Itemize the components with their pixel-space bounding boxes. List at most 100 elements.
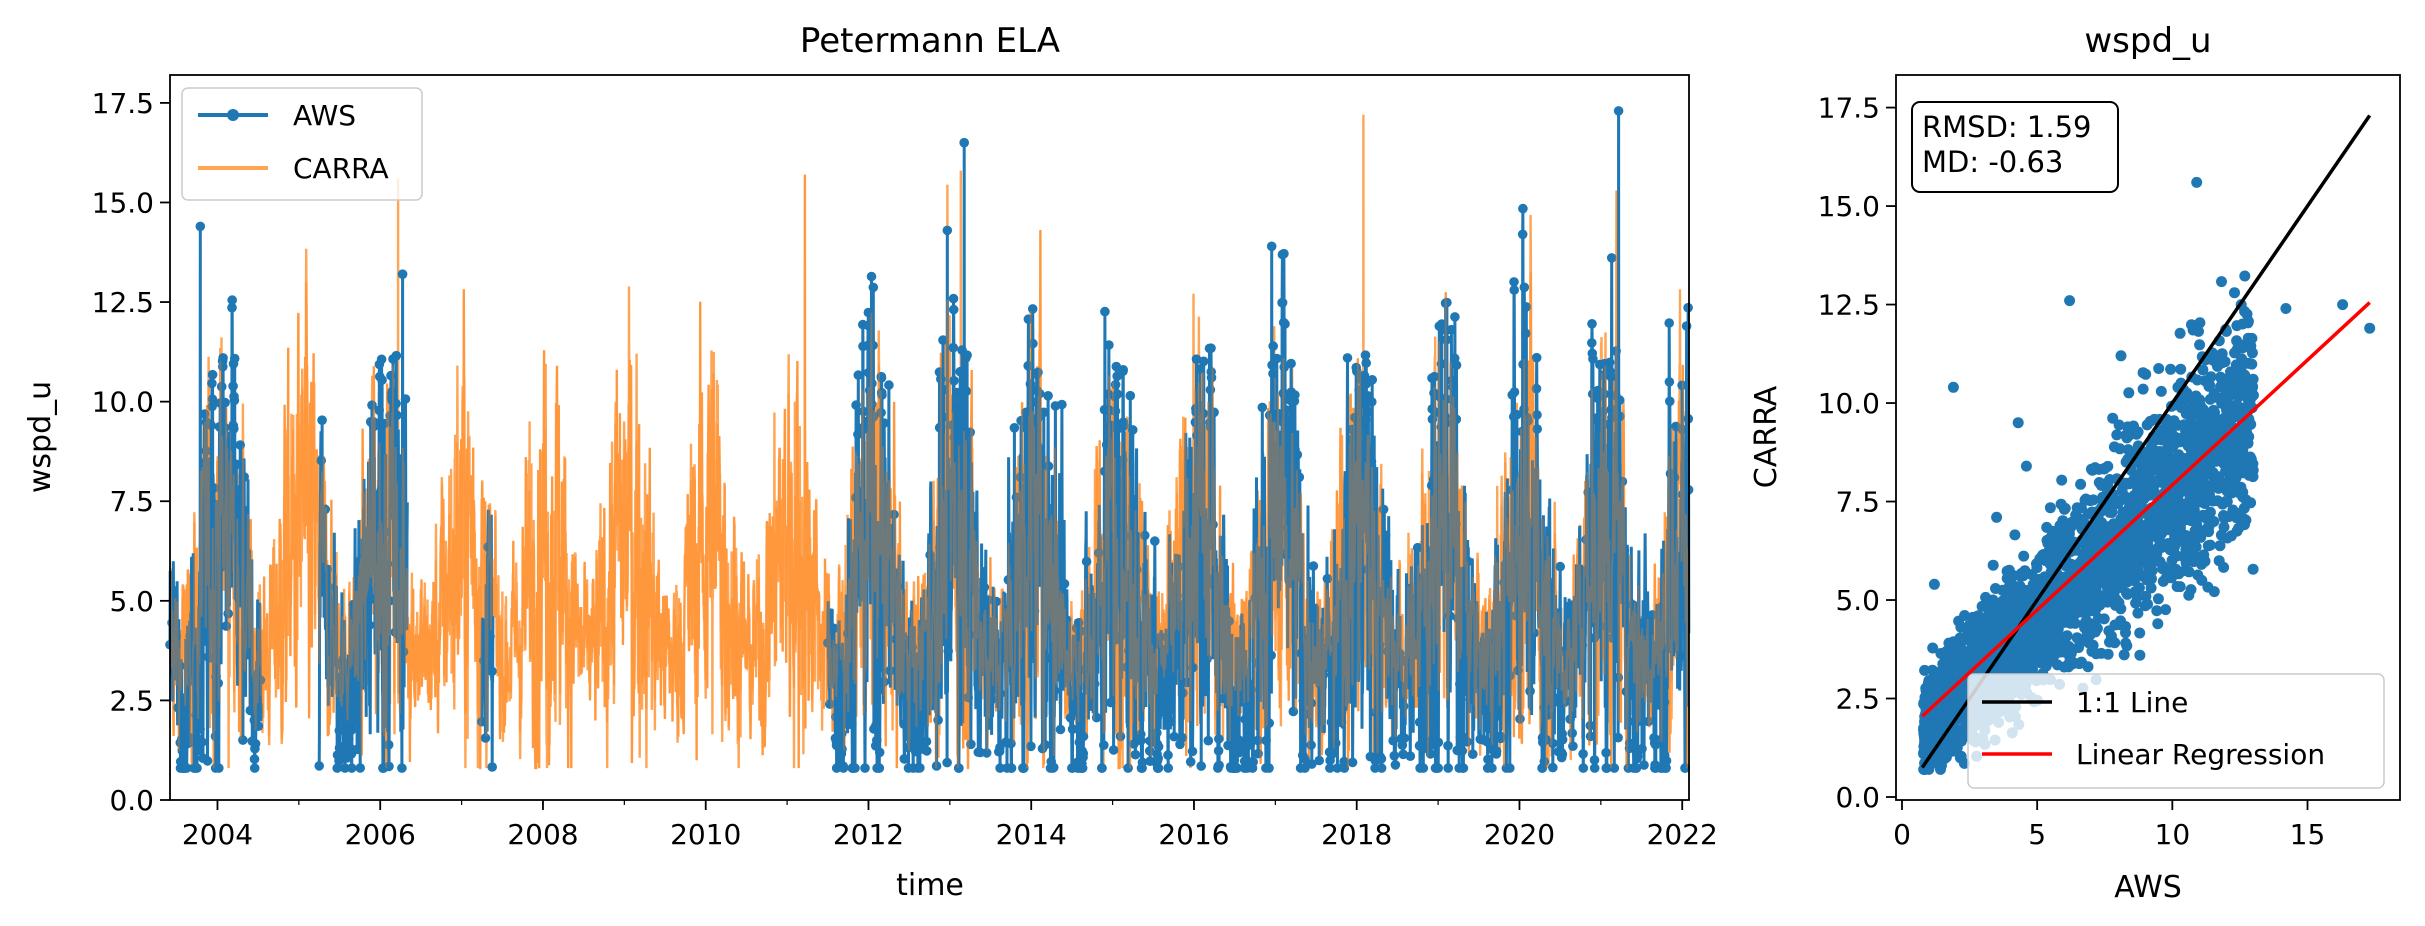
aws-marker <box>991 596 1002 607</box>
aws-marker <box>1177 732 1188 743</box>
aws-marker <box>1521 328 1531 339</box>
aws-marker <box>1209 407 1219 418</box>
aws-marker <box>893 582 903 592</box>
aws-marker <box>1184 538 1194 548</box>
scatter-point <box>1922 691 1933 702</box>
aws-marker <box>1632 751 1643 762</box>
scatter-point <box>2160 604 2172 616</box>
scatter-point <box>1941 740 1953 752</box>
aws-marker <box>989 657 1000 667</box>
timeseries-x-tick-label: 2018 <box>1321 818 1392 851</box>
aws-marker <box>1643 716 1654 727</box>
stats-rmsd: RMSD: 1.59 <box>1922 110 2091 144</box>
aws-marker <box>356 605 367 616</box>
aws-marker <box>1043 461 1054 472</box>
aws-marker <box>216 381 227 392</box>
scatter-point <box>2132 607 2144 619</box>
aws-marker <box>1585 731 1596 742</box>
scatter-point <box>2134 649 2146 661</box>
scatter-point <box>2134 627 2146 639</box>
scatter-point <box>2245 497 2257 509</box>
aws-marker <box>1260 606 1270 616</box>
scatter-point <box>2209 419 2221 431</box>
scatter-point <box>2150 553 2162 565</box>
aws-marker <box>1446 324 1457 335</box>
aws-marker <box>872 735 882 746</box>
aws-marker <box>1110 379 1121 390</box>
scatter-point <box>2225 404 2237 416</box>
aws-marker <box>1034 388 1045 399</box>
aws-marker <box>1095 581 1106 592</box>
aws-marker <box>1503 551 1513 562</box>
scatter-y-tick-label: 0.0 <box>1835 781 1880 814</box>
aws-marker <box>1089 679 1100 689</box>
aws-marker <box>1529 628 1539 638</box>
aws-marker <box>1532 410 1542 420</box>
scatter-point <box>1996 602 2008 614</box>
aws-marker <box>1172 590 1182 601</box>
aws-marker <box>1657 733 1668 743</box>
aws-marker <box>1328 679 1339 690</box>
aws-marker <box>225 505 235 516</box>
stats-annotation: RMSD: 1.59 MD: -0.63 <box>1911 101 2119 193</box>
scatter-point <box>2152 618 2164 630</box>
aws-marker <box>195 221 206 232</box>
aws-marker <box>1629 739 1639 749</box>
scatter-point <box>2185 392 2197 404</box>
aws-marker <box>1577 640 1587 650</box>
scatter-point <box>2012 417 2024 429</box>
aws-marker <box>1336 717 1347 728</box>
aws-marker <box>1059 579 1070 589</box>
aws-marker <box>207 401 217 412</box>
aws-marker <box>868 282 879 293</box>
scatter-point <box>2198 429 2210 441</box>
aws-marker <box>394 544 405 554</box>
aws-marker <box>1429 371 1440 382</box>
aws-marker <box>923 685 933 695</box>
aws-marker <box>1557 749 1568 760</box>
aws-marker <box>1185 757 1196 767</box>
aws-marker <box>1298 696 1309 706</box>
scatter-point <box>1955 750 1967 762</box>
aws-marker <box>487 666 497 677</box>
aws-marker <box>1598 406 1608 417</box>
aws-marker <box>383 740 394 750</box>
aws-marker <box>1465 694 1475 705</box>
aws-marker <box>1370 707 1381 718</box>
aws-marker <box>1406 602 1417 612</box>
aws-marker <box>229 424 239 434</box>
aws-marker <box>995 763 1005 773</box>
aws-marker <box>936 374 946 384</box>
aws-marker <box>1424 589 1435 600</box>
aws-marker <box>376 484 387 495</box>
aws-marker <box>1601 747 1611 758</box>
aws-marker <box>1621 686 1632 697</box>
scatter-x-axis-title: AWS <box>2114 870 2182 905</box>
aws-marker <box>1083 659 1094 670</box>
scatter-point <box>2139 553 2151 565</box>
scatter-point <box>2174 521 2186 533</box>
aws-marker <box>1294 472 1305 483</box>
aws-marker <box>1367 375 1377 385</box>
aws-marker <box>346 763 357 773</box>
aws-marker <box>1607 633 1618 643</box>
aws-marker <box>1441 334 1452 345</box>
aws-marker <box>218 353 228 363</box>
aws-marker <box>1085 601 1096 611</box>
aws-marker <box>907 642 917 652</box>
scatter-point <box>2280 303 2292 314</box>
aws-marker <box>1162 648 1172 659</box>
aws-marker <box>477 716 487 727</box>
scatter-point <box>2176 502 2188 514</box>
aws-marker <box>1683 302 1693 313</box>
aws-marker <box>987 694 998 704</box>
aws-marker <box>392 629 403 639</box>
aws-marker <box>953 480 963 491</box>
aws-marker <box>1619 545 1630 555</box>
aws-marker <box>1078 731 1089 742</box>
aws-marker <box>1154 639 1164 650</box>
aws-marker <box>1318 670 1329 680</box>
scatter-point <box>2054 520 2066 531</box>
aws-marker <box>1565 714 1575 724</box>
aws-marker <box>1467 600 1477 610</box>
